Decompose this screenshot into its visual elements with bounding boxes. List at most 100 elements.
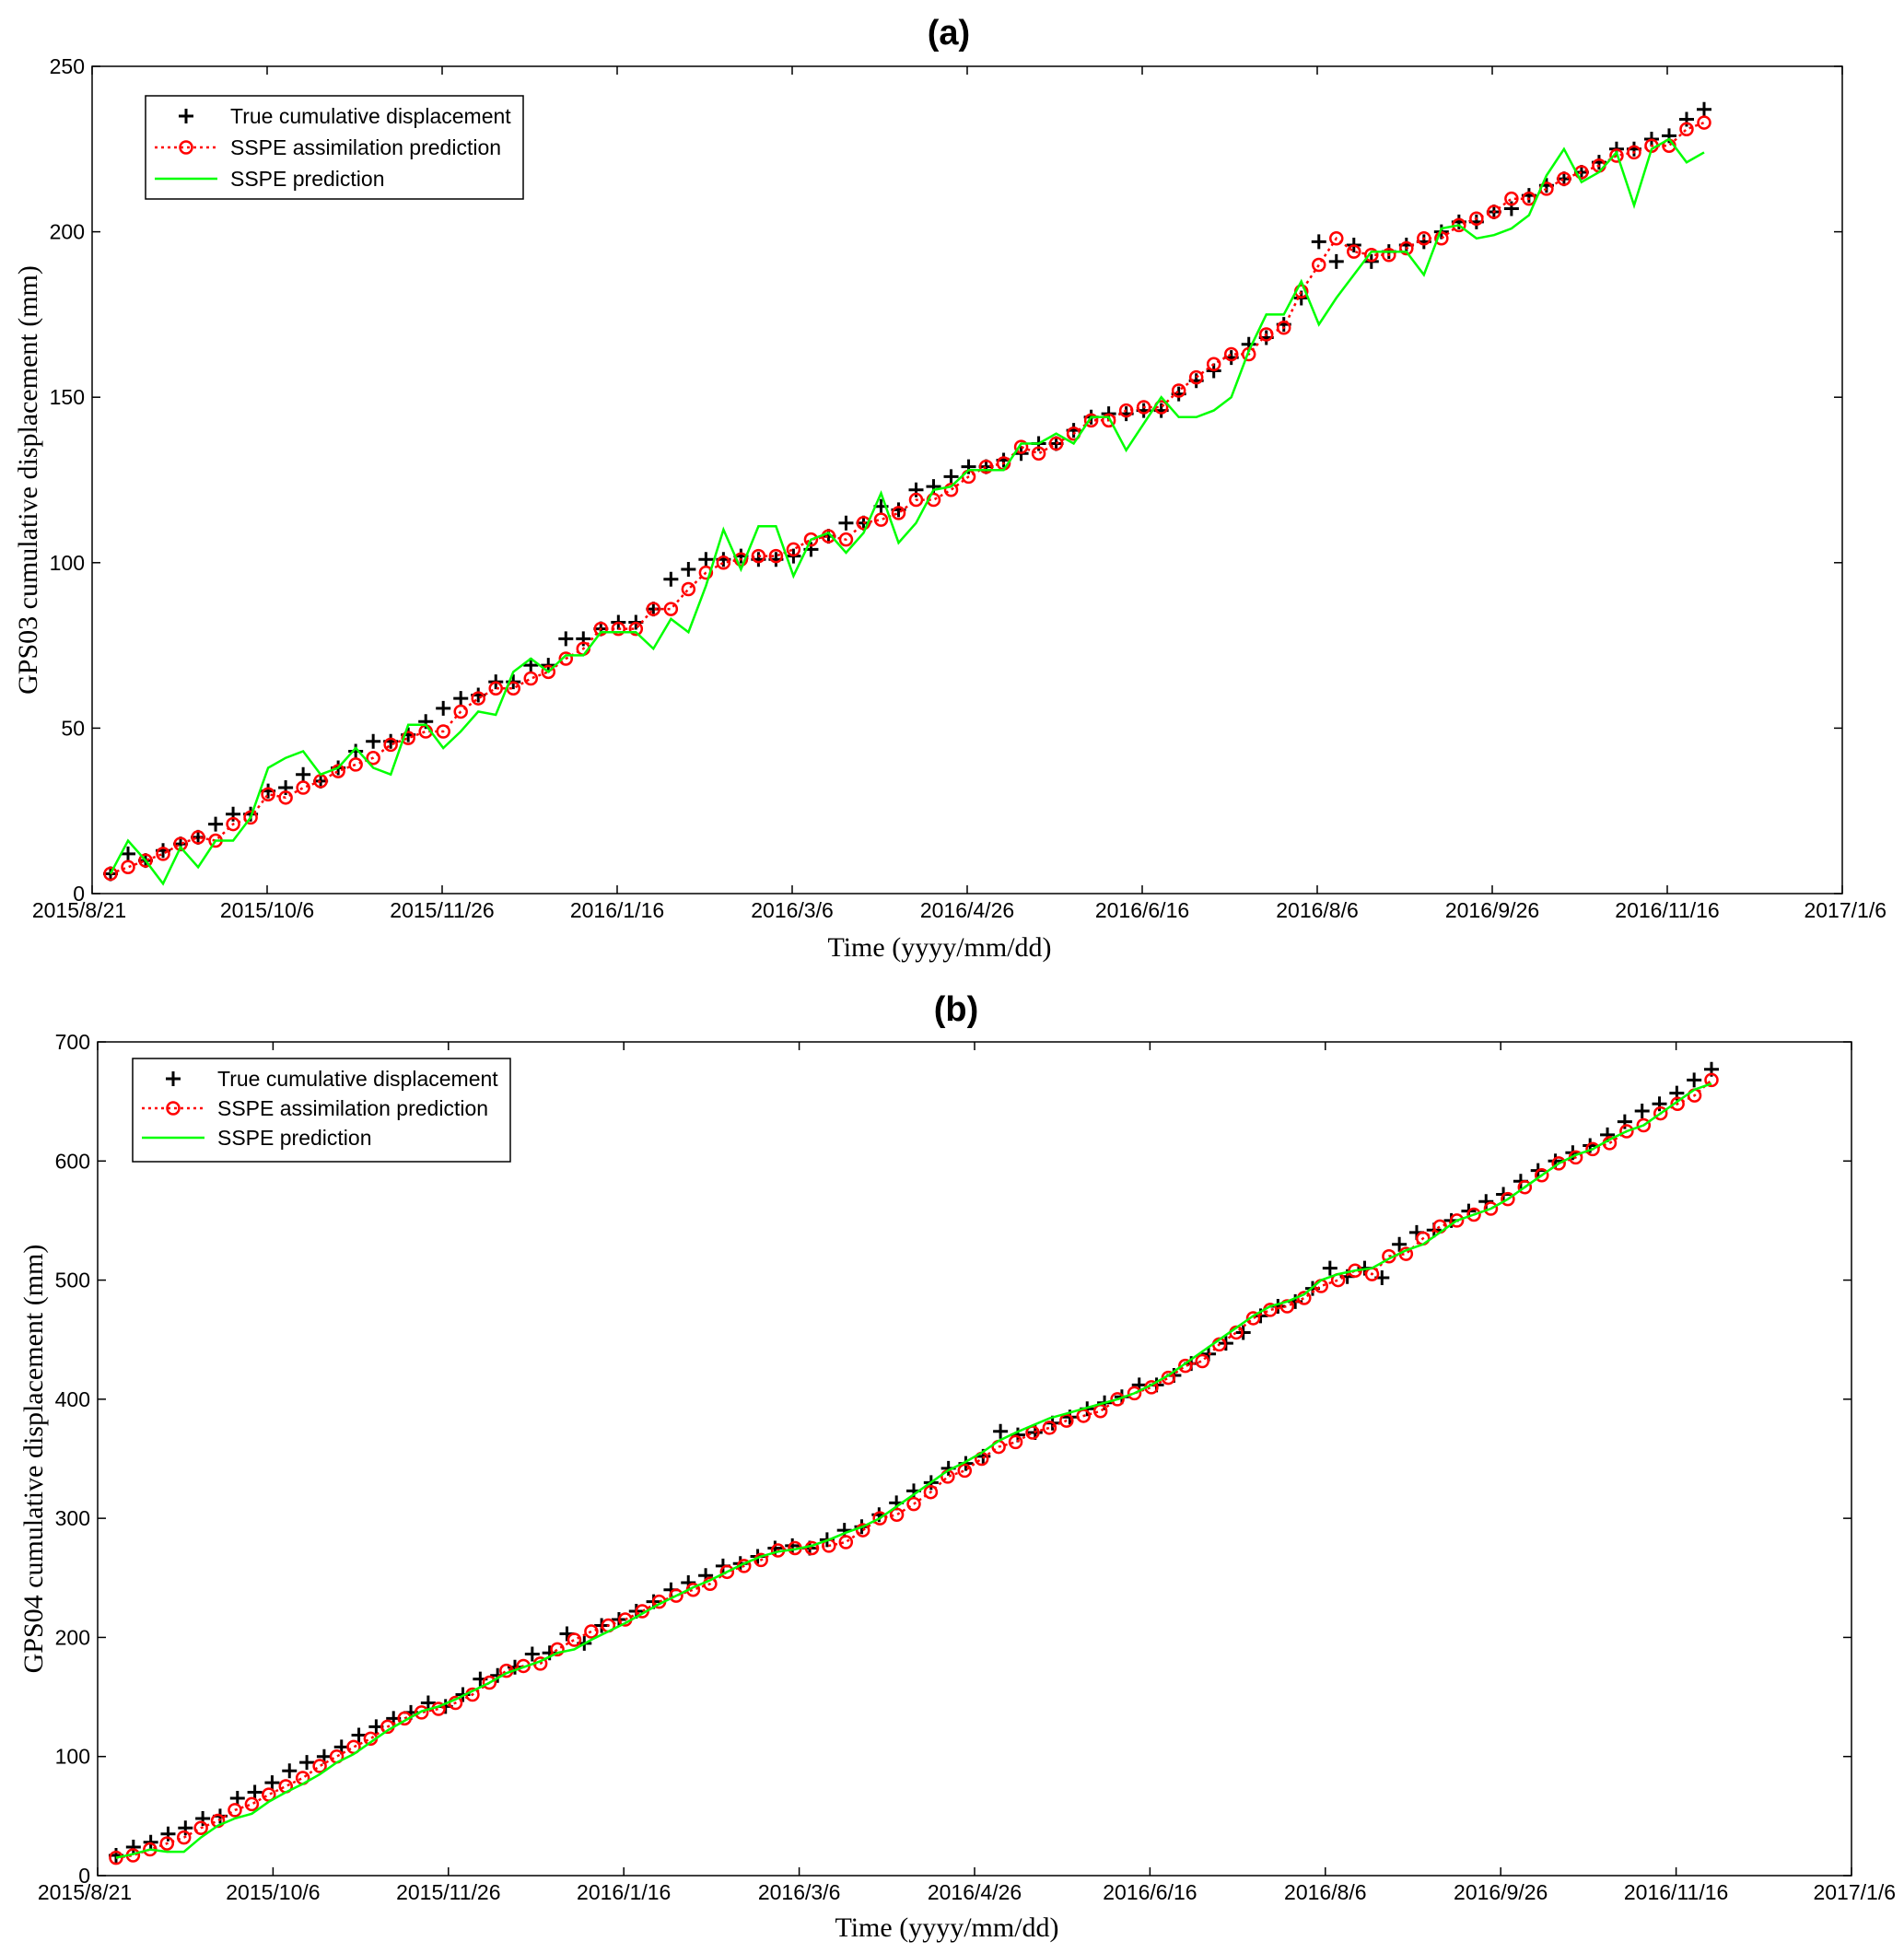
x-tick-label: 2015/11/26 <box>396 1880 500 1904</box>
data-point-sspe-assimilation <box>908 492 924 508</box>
data-point-sspe-assimilation <box>584 1624 599 1639</box>
y-tick-label: 200 <box>50 220 85 244</box>
data-point-true-displacement <box>420 1695 436 1711</box>
data-point-sspe-assimilation <box>414 1705 429 1720</box>
data-point-true-displacement <box>1322 1260 1337 1276</box>
data-point-sspe-assimilation <box>681 581 696 597</box>
data-point-true-displacement <box>453 691 469 707</box>
y-tick-label: 100 <box>50 551 85 575</box>
data-point-sspe-assimilation <box>1110 1392 1125 1407</box>
x-axis-label: Time (yyyy/mm/dd) <box>835 1912 1058 1943</box>
x-tick-label: 2016/4/26 <box>920 898 1014 922</box>
data-point-sspe-assimilation <box>856 515 871 531</box>
data-point-sspe-assimilation <box>1347 244 1361 259</box>
data-point-sspe-assimilation <box>1434 231 1449 246</box>
data-point-sspe-assimilation <box>1364 247 1379 263</box>
data-point-sspe-assimilation <box>943 483 959 497</box>
data-point-sspe-assimilation <box>1223 346 1239 362</box>
y-axis-label: GPS03 cumulative displacement (mm) <box>13 265 43 695</box>
data-point-sspe-assimilation <box>646 602 661 616</box>
x-tick-label: 2016/8/6 <box>1276 898 1359 922</box>
data-point-sspe-assimilation <box>1314 1279 1328 1293</box>
x-tick-label: 2015/10/6 <box>226 1880 320 1904</box>
data-point-sspe-assimilation <box>1092 1404 1108 1419</box>
y-tick-label: 600 <box>55 1149 90 1173</box>
data-point-sspe-assimilation <box>567 1632 582 1647</box>
data-point-sspe-assimilation <box>751 548 766 564</box>
data-point-sspe-assimilation <box>1704 1072 1719 1088</box>
data-point-true-displacement <box>681 561 696 577</box>
data-point-sspe-assimilation <box>872 1511 887 1526</box>
data-point-true-displacement <box>160 1826 176 1842</box>
panel-title: (b) <box>934 990 979 1029</box>
data-point-sspe-assimilation <box>1504 191 1519 206</box>
legend-marker-assimilation <box>166 1101 181 1116</box>
data-point-true-displacement <box>993 1423 1009 1439</box>
data-point-sspe-assimilation <box>121 860 135 875</box>
data-point-sspe-assimilation <box>1551 1156 1566 1171</box>
legend-label: True cumulative displacement <box>230 104 511 128</box>
y-tick-label: 100 <box>55 1745 90 1769</box>
data-point-true-displacement <box>558 631 574 647</box>
data-point-true-displacement <box>663 571 679 587</box>
data-point-sspe-assimilation <box>1329 231 1344 246</box>
x-axis-label: Time (yyyy/mm/dd) <box>827 932 1051 963</box>
data-point-sspe-assimilation <box>1048 436 1064 451</box>
y-tick-label: 0 <box>73 882 85 906</box>
data-point-sspe-assimilation <box>768 548 784 564</box>
data-point-true-displacement <box>229 1790 245 1806</box>
data-point-true-displacement <box>264 1775 280 1791</box>
data-point-sspe-assimilation <box>296 780 310 795</box>
x-tick-label: 2016/9/26 <box>1445 898 1539 922</box>
series-line-sspe-assimilation <box>110 121 1705 875</box>
data-point-sspe-assimilation <box>803 532 819 547</box>
data-point-sspe-assimilation <box>1609 148 1624 163</box>
x-tick-label: 2015/8/21 <box>32 898 126 922</box>
data-point-sspe-assimilation <box>1276 321 1291 335</box>
data-point-sspe-assimilation <box>1195 1353 1209 1369</box>
data-point-sspe-assimilation <box>453 704 468 719</box>
data-point-sspe-assimilation <box>191 830 205 845</box>
data-point-sspe-assimilation <box>838 532 854 547</box>
data-point-sspe-assimilation <box>1127 1386 1142 1401</box>
data-point-sspe-assimilation <box>698 565 714 580</box>
data-point-sspe-assimilation <box>173 836 188 851</box>
series-line-sspe-prediction <box>109 137 1705 886</box>
x-tick-label: 2016/6/16 <box>1095 898 1189 922</box>
y-tick-label: 700 <box>55 1030 90 1054</box>
data-point-sspe-assimilation <box>1042 1421 1057 1435</box>
data-point-sspe-assimilation <box>471 691 485 706</box>
data-point-true-displacement <box>208 816 224 832</box>
data-point-sspe-assimilation <box>1449 1213 1465 1228</box>
data-point-true-displacement <box>436 700 451 716</box>
panel-b: (b) 2015/8/21 2015/10/6 2015/11/26 2016/1/16… <box>18 990 1896 1943</box>
data-point-true-displacement <box>296 766 311 782</box>
data-point-sspe-assimilation <box>109 1850 123 1865</box>
legend-label: SSPE prediction <box>217 1126 371 1150</box>
data-point-sspe-assimilation <box>243 810 258 825</box>
data-point-sspe-assimilation <box>611 621 626 637</box>
data-point-sspe-assimilation <box>138 853 153 868</box>
data-point-sspe-assimilation <box>558 651 574 666</box>
data-point-sspe-assimilation <box>550 1642 565 1657</box>
legend-marker-true <box>166 1071 181 1086</box>
legend-marker-true <box>179 109 193 123</box>
data-point-true-displacement <box>299 1755 315 1771</box>
legend-label: SSPE assimilation prediction <box>217 1096 488 1120</box>
data-point-sspe-assimilation <box>1585 1141 1600 1157</box>
panel-a: (a) 2015/8/21 2015/10/6 2015/11/26 2016/1/16… <box>13 14 1886 963</box>
data-point-sspe-assimilation <box>1469 211 1484 226</box>
y-tick-label: 500 <box>55 1269 90 1292</box>
data-point-sspe-assimilation <box>628 621 644 637</box>
data-point-sspe-assimilation <box>1258 327 1274 342</box>
x-tick-label: 2016/11/16 <box>1615 898 1719 922</box>
data-point-true-displacement <box>282 1763 298 1779</box>
data-point-true-displacement <box>1634 1103 1650 1118</box>
data-point-sspe-assimilation <box>733 552 749 567</box>
series-line-sspe-prediction <box>115 1082 1712 1859</box>
data-point-sspe-assimilation <box>261 787 275 801</box>
data-point-sspe-assimilation <box>1534 1168 1549 1183</box>
data-point-sspe-assimilation <box>719 1564 735 1580</box>
data-point-sspe-assimilation <box>103 866 118 882</box>
data-point-sspe-assimilation <box>838 1535 854 1550</box>
